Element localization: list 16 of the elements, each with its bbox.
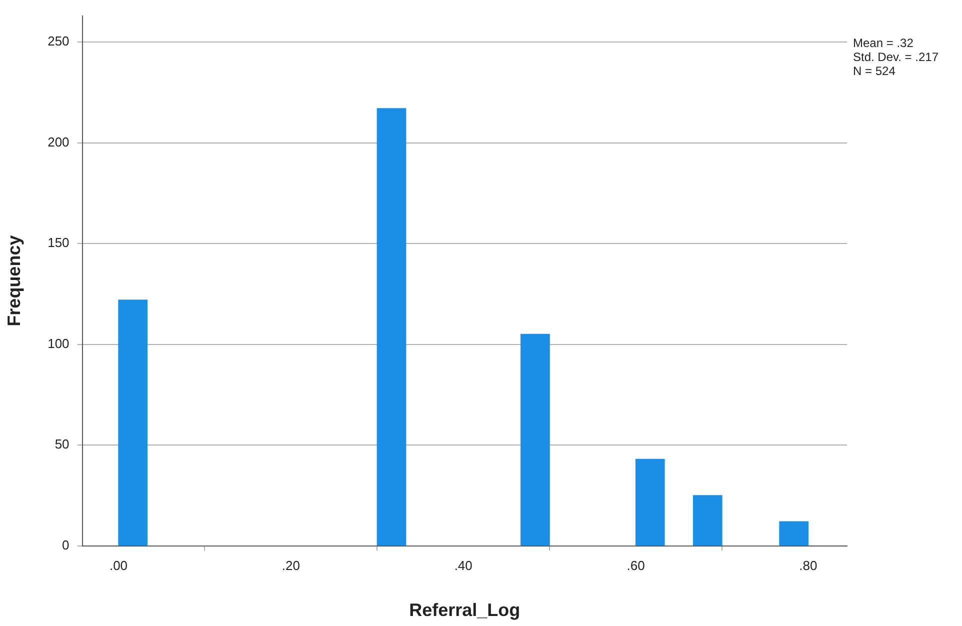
y-tick-label: 0 xyxy=(62,537,70,552)
x-axis-title: Referral_Log xyxy=(409,600,520,620)
x-tick-label: .80 xyxy=(799,558,818,574)
text: Mean = .32 xyxy=(853,36,914,50)
x-tick-label: .40 xyxy=(454,558,472,574)
text: N = 524 xyxy=(853,64,896,78)
y-tick-label: 200 xyxy=(48,134,70,150)
text: Std. Dev. = .217 xyxy=(853,50,938,64)
x-tick-label: .60 xyxy=(626,558,645,574)
y-tick-label: 100 xyxy=(48,336,70,351)
x-tick-label: .00 xyxy=(109,558,128,574)
x-tick-label: .20 xyxy=(282,558,300,574)
y-axis-title: Frequency xyxy=(4,235,24,326)
y-tick-label: 250 xyxy=(48,34,70,49)
y-tick-label: 50 xyxy=(54,436,70,452)
y-tick-label: 150 xyxy=(48,235,70,250)
